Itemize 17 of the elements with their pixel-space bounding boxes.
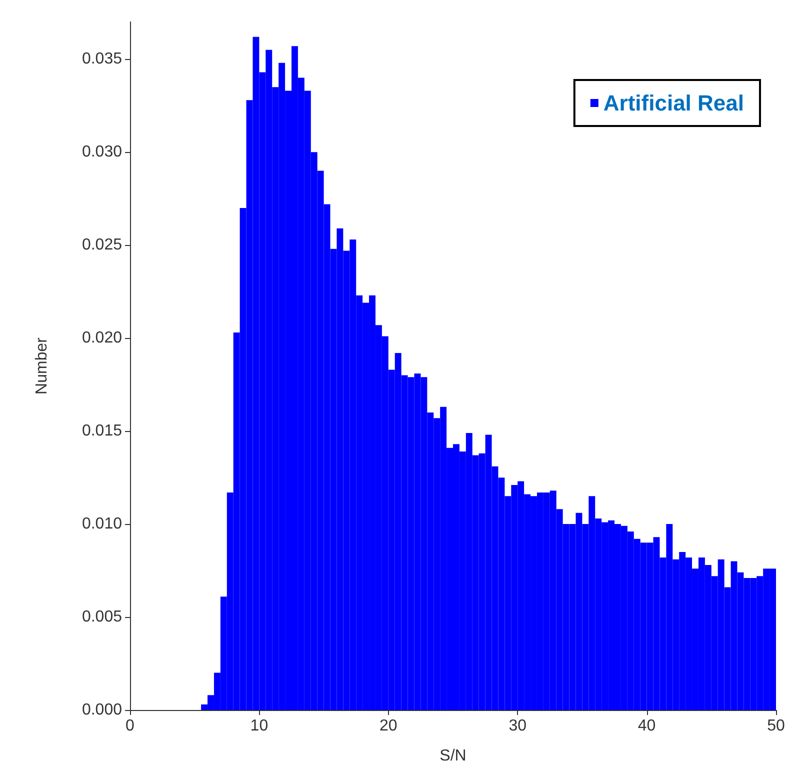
y-tick-label: 0.005: [82, 608, 122, 626]
x-tick-label: 20: [380, 718, 398, 734]
legend-label: Artificial Real: [603, 90, 744, 116]
x-tick-label: 0: [126, 718, 135, 734]
x-axis-title: S/N: [440, 748, 466, 764]
y-tick-label: 0.015: [82, 422, 122, 440]
x-tick-label: 10: [250, 718, 268, 734]
x-tick-label: 40: [638, 718, 656, 734]
y-tick-label: 0.030: [82, 144, 122, 161]
x-tick-label: 50: [767, 718, 785, 734]
y-tick-label: 0.010: [82, 516, 122, 533]
y-tick-label: 0.000: [82, 702, 122, 718]
y-tick-label: 0.020: [82, 330, 122, 347]
y-tick-label: 0.025: [82, 236, 122, 254]
y-axis-title: Number: [34, 336, 50, 394]
y-tick-label: 0.035: [82, 50, 122, 68]
x-tick-label: 30: [508, 718, 527, 734]
